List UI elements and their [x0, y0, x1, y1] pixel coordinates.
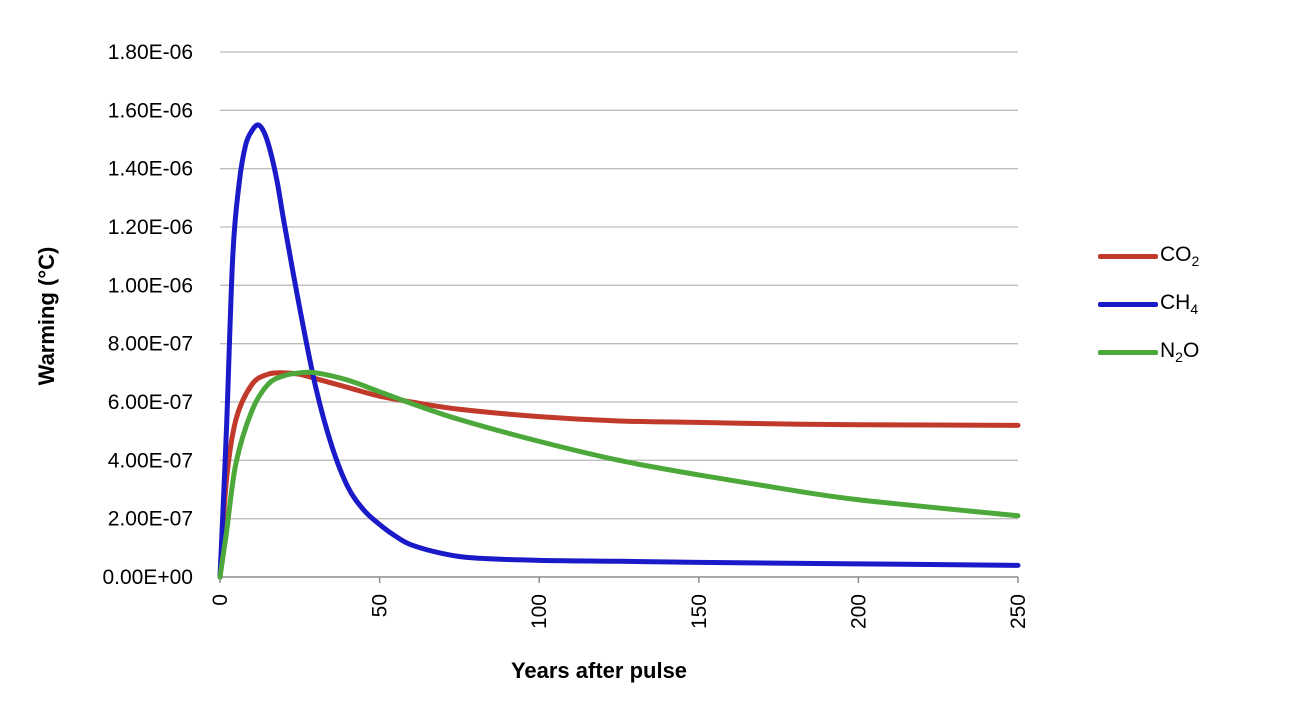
legend-swatch-co2: [1098, 253, 1158, 259]
x-tick-labels: 0 50 100 150 200 250: [209, 594, 1030, 629]
x-tick-label: 250: [1007, 594, 1030, 629]
series-line-co2: [217, 370, 1021, 580]
y-tick-label: 2.00E-07: [108, 508, 193, 531]
axes: [219, 576, 1019, 583]
legend-swatch-n2o: [1098, 349, 1158, 355]
x-axis-title: Years after pulse: [511, 658, 687, 683]
legend-label-ch4: CH4: [1160, 290, 1199, 318]
y-tick-labels: 0.00E+00 2.00E-07 4.00E-07 6.00E-07 8.00E-07…: [102, 41, 193, 589]
series-line-ch4: [217, 122, 1021, 580]
y-tick-label: 4.00E-07: [108, 449, 193, 472]
y-tick-label: 0.00E+00: [102, 566, 193, 589]
legend-item-co2: CO2: [1098, 232, 1278, 280]
y-tick-label: 1.80E-06: [108, 41, 193, 64]
x-tick-label: 100: [528, 594, 551, 629]
y-tick-label: 6.00E-07: [108, 391, 193, 414]
y-tick-label: 1.20E-06: [108, 216, 193, 239]
series-lines: [217, 122, 1021, 580]
x-tick-label: 0: [209, 594, 232, 606]
legend: CO2 CH4 N2O: [1098, 232, 1278, 376]
legend-item-n2o: N2O: [1098, 328, 1278, 376]
y-tick-label: 1.40E-06: [108, 158, 193, 181]
y-tick-label: 8.00E-07: [108, 333, 193, 356]
x-tick-label: 150: [688, 594, 711, 629]
gridlines: [220, 51, 1018, 520]
y-tick-label: 1.00E-06: [108, 274, 193, 297]
legend-label-co2: CO2: [1160, 242, 1200, 270]
series-line-n2o: [217, 369, 1021, 580]
legend-item-ch4: CH4: [1098, 280, 1278, 328]
y-axis-title: Warming (°C): [34, 247, 59, 386]
y-tick-label: 1.60E-06: [108, 99, 193, 122]
legend-swatch-ch4: [1098, 301, 1158, 307]
x-tick-label: 50: [369, 594, 392, 617]
legend-label-n2o: N2O: [1160, 338, 1200, 366]
x-tick-label: 200: [847, 594, 870, 629]
